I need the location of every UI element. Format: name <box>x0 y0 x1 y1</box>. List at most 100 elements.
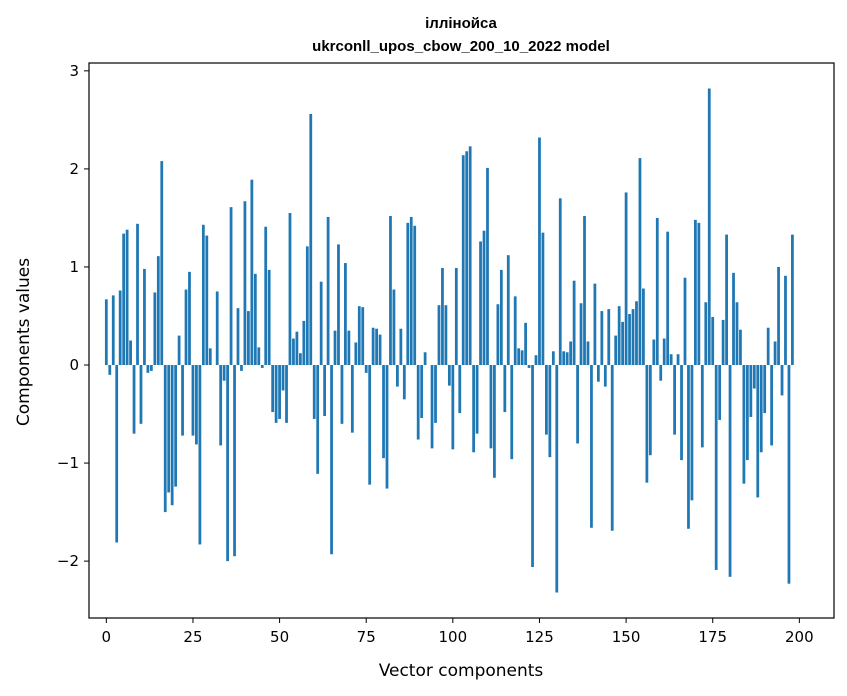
bar <box>344 263 347 366</box>
bar <box>479 241 482 366</box>
bar <box>603 365 607 387</box>
bar <box>645 365 649 483</box>
bar <box>503 365 507 413</box>
bar <box>562 351 566 366</box>
bar <box>264 226 268 366</box>
bar <box>136 223 139 366</box>
bar <box>513 296 517 366</box>
bar <box>118 290 122 366</box>
chart-title: іллінойса <box>425 15 497 32</box>
bar <box>669 354 673 366</box>
bar <box>139 365 143 424</box>
bar <box>156 256 160 366</box>
bar <box>174 365 178 487</box>
bar <box>642 288 645 366</box>
bar <box>305 246 309 366</box>
x-axis-label: Vector components <box>379 661 544 681</box>
bar <box>409 216 413 366</box>
bar <box>773 341 777 366</box>
bar <box>766 327 770 366</box>
bar <box>188 271 191 366</box>
bar <box>215 291 219 366</box>
bar <box>354 342 358 366</box>
bar <box>371 327 375 366</box>
bar <box>195 365 198 445</box>
bar <box>247 311 250 366</box>
bar <box>520 350 524 366</box>
bar <box>437 305 441 366</box>
bar <box>638 158 642 366</box>
bar <box>704 302 708 366</box>
y-tick-label: 0 <box>69 356 79 374</box>
x-tick-label: 25 <box>183 628 202 646</box>
bar <box>655 217 659 366</box>
bar <box>250 179 254 366</box>
bar <box>697 222 701 366</box>
bar <box>690 365 694 501</box>
bar <box>777 266 780 366</box>
bar <box>229 207 233 366</box>
bar <box>104 299 108 366</box>
bar <box>184 289 188 366</box>
bar <box>253 273 257 366</box>
bar <box>745 365 749 461</box>
bar <box>340 365 344 424</box>
bar <box>499 269 503 366</box>
bar <box>721 319 725 366</box>
bar <box>108 365 112 375</box>
y-tick-label: −1 <box>57 454 79 472</box>
bar <box>590 365 593 528</box>
x-tick-label: 0 <box>102 628 112 646</box>
bar <box>683 277 687 366</box>
bar <box>111 295 115 366</box>
bar <box>784 275 787 366</box>
bar <box>472 365 476 453</box>
y-tick-label: 3 <box>69 62 79 80</box>
bar <box>316 365 320 474</box>
bar <box>538 137 541 366</box>
bar <box>451 365 455 450</box>
bar <box>555 365 559 593</box>
x-tick-label: 150 <box>612 628 641 646</box>
bar <box>496 304 500 366</box>
bar <box>624 192 628 366</box>
bar <box>382 365 385 459</box>
bar <box>153 292 157 366</box>
bar <box>770 365 774 446</box>
bar <box>541 232 545 366</box>
bar <box>243 201 247 366</box>
bar <box>572 280 576 366</box>
bar <box>565 352 569 366</box>
bar <box>662 338 666 366</box>
bar <box>267 269 271 366</box>
bar <box>635 301 638 366</box>
bar <box>444 305 448 366</box>
bar <box>271 365 275 413</box>
bar <box>617 306 621 366</box>
bar <box>222 365 226 381</box>
bar <box>756 365 760 498</box>
bar <box>350 365 354 433</box>
bar <box>787 365 791 584</box>
bar <box>399 328 403 366</box>
bar <box>333 330 337 366</box>
bar <box>375 328 378 366</box>
bar <box>551 351 555 366</box>
bar <box>527 365 531 368</box>
bar <box>149 365 153 371</box>
bar <box>458 365 462 414</box>
bar <box>226 365 229 562</box>
bar <box>759 365 763 453</box>
x-axis-ticks: 0 25 50 75 100 125 150 175 200 <box>102 618 814 646</box>
bar <box>115 365 119 543</box>
bar <box>122 233 126 366</box>
x-tick-label: 125 <box>525 628 554 646</box>
bar <box>621 321 625 366</box>
bar <box>361 307 365 366</box>
bar <box>752 365 756 389</box>
bar <box>610 365 614 531</box>
bar <box>260 365 264 368</box>
bar <box>524 322 527 366</box>
bar <box>368 365 372 485</box>
